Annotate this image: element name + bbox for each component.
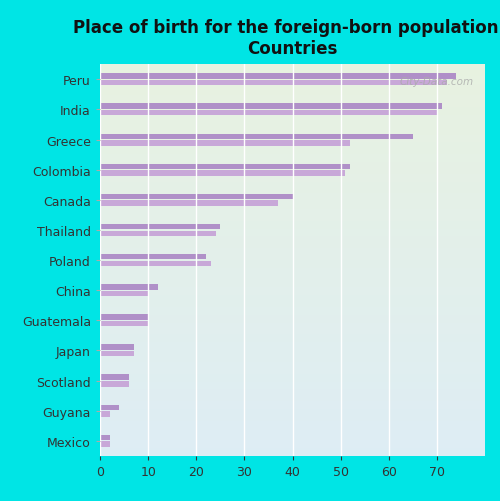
Bar <box>100 224 220 230</box>
Text: City-Data.com: City-Data.com <box>400 77 473 87</box>
Bar <box>100 104 442 110</box>
Bar <box>100 375 129 380</box>
Bar <box>100 141 350 146</box>
Bar <box>100 351 134 357</box>
Bar <box>100 194 292 200</box>
Bar <box>100 315 148 320</box>
Bar <box>100 435 110 440</box>
Bar <box>100 255 206 260</box>
Bar <box>100 321 148 327</box>
Bar <box>100 171 346 176</box>
Bar <box>100 231 216 236</box>
Bar <box>100 134 413 140</box>
Bar <box>100 285 158 290</box>
Bar <box>100 345 134 350</box>
Bar <box>100 261 210 267</box>
Title: Place of birth for the foreign-born population -
Countries: Place of birth for the foreign-born popu… <box>74 20 500 58</box>
Bar <box>100 411 110 417</box>
Bar <box>100 81 447 86</box>
Bar <box>100 441 110 447</box>
Bar <box>100 405 119 410</box>
Bar <box>100 111 437 116</box>
Bar <box>100 164 350 170</box>
Bar <box>100 291 148 297</box>
Bar <box>100 381 129 387</box>
Bar <box>100 74 456 80</box>
Bar <box>100 201 278 206</box>
